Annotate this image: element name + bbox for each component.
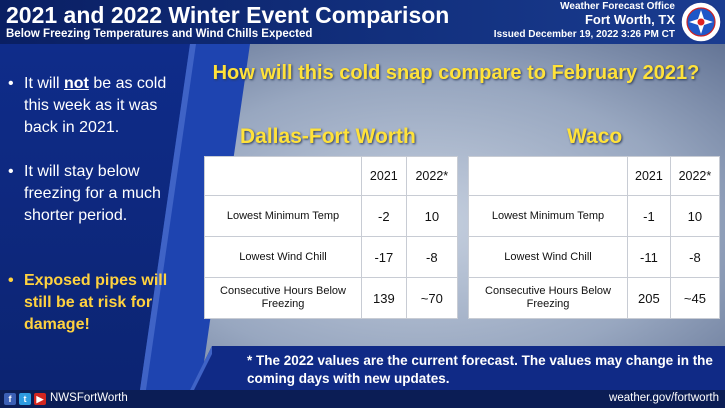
bullet-text: It will not be as cold this week as it w… <box>24 73 184 139</box>
website-link[interactable]: weather.gov/fortworth <box>609 392 719 404</box>
value-2021: 139 <box>361 277 407 319</box>
issued-timestamp: Issued December 19, 2022 3:26 PM CT <box>493 29 675 40</box>
row-label: Lowest Wind Chill <box>468 236 628 278</box>
social-handle[interactable]: NWSFortWorth <box>50 392 128 404</box>
value-2021: 205 <box>627 277 671 319</box>
column-header-2022: 2022* <box>405 156 459 196</box>
youtube-icon[interactable]: ▶ <box>34 393 46 405</box>
bullet-dot: • <box>8 163 14 180</box>
value-2022: 10 <box>669 195 721 237</box>
table-header-row: 2021 2022* <box>204 156 459 196</box>
page-subtitle: Below Freezing Temperatures and Wind Chi… <box>6 28 313 40</box>
waco-comparison-table: 2021 2022* Lowest Minimum Temp -1 10 Low… <box>468 156 721 319</box>
bullet-text: It will stay below freezing for a much s… <box>24 163 161 224</box>
footnote-bar <box>212 346 725 390</box>
value-2022: -8 <box>669 236 721 278</box>
table-header-blank <box>468 156 628 196</box>
value-2021: -2 <box>361 195 407 237</box>
bullet-dot: • <box>8 75 14 92</box>
value-2022: 10 <box>405 195 459 237</box>
facebook-icon[interactable]: f <box>4 393 16 405</box>
table-row: Lowest Wind Chill -17 -8 <box>204 236 459 278</box>
header-bar <box>0 0 725 44</box>
value-2021: -17 <box>361 236 407 278</box>
row-label: Consecutive Hours Below Freezing <box>468 277 628 319</box>
value-2021: -11 <box>627 236 671 278</box>
row-label: Lowest Minimum Temp <box>204 195 362 237</box>
table-header-row: 2021 2022* <box>468 156 721 196</box>
table-header-blank <box>204 156 362 196</box>
table-row: Lowest Minimum Temp -1 10 <box>468 195 721 237</box>
bullet-text: Exposed pipes will still be at risk for … <box>24 272 168 333</box>
row-label: Lowest Minimum Temp <box>468 195 628 237</box>
bullet-text-part: It will <box>24 75 64 92</box>
office-name: Weather Forecast Office <box>560 1 675 12</box>
row-label: Consecutive Hours Below Freezing <box>204 277 362 319</box>
noaa-nws-logo-icon <box>680 1 722 43</box>
comparison-question: How will this cold snap compare to Febru… <box>212 62 700 84</box>
bullet-text-part: be as cold this week as it was back in 2… <box>24 75 167 136</box>
city-heading-waco: Waco <box>567 125 623 148</box>
city-heading-dfw: Dallas-Fort Worth <box>240 125 416 148</box>
value-2021: -1 <box>627 195 671 237</box>
column-header-2022: 2022* <box>669 156 721 196</box>
page-title: 2021 and 2022 Winter Event Comparison <box>6 2 450 28</box>
table-row: Consecutive Hours Below Freezing 205 ~45 <box>468 277 721 319</box>
panel-diagonal-decoration <box>140 44 250 390</box>
row-label: Lowest Wind Chill <box>204 236 362 278</box>
table-row: Lowest Minimum Temp -2 10 <box>204 195 459 237</box>
footer-bar <box>0 390 725 408</box>
table-row: Lowest Wind Chill -11 -8 <box>468 236 721 278</box>
dfw-comparison-table: 2021 2022* Lowest Minimum Temp -2 10 Low… <box>204 156 459 319</box>
value-2022: ~70 <box>405 277 459 319</box>
forecast-footnote: * The 2022 values are the current foreca… <box>247 353 713 386</box>
value-2022: -8 <box>405 236 459 278</box>
bullet-dot: • <box>8 272 14 289</box>
column-header-2021: 2021 <box>627 156 671 196</box>
value-2022: ~45 <box>669 277 721 319</box>
bullet-emphasis: not <box>64 75 89 92</box>
office-city: Fort Worth, TX <box>584 12 675 27</box>
column-header-2021: 2021 <box>361 156 407 196</box>
table-row: Consecutive Hours Below Freezing 139 ~70 <box>204 277 459 319</box>
twitter-icon[interactable]: t <box>19 393 31 405</box>
